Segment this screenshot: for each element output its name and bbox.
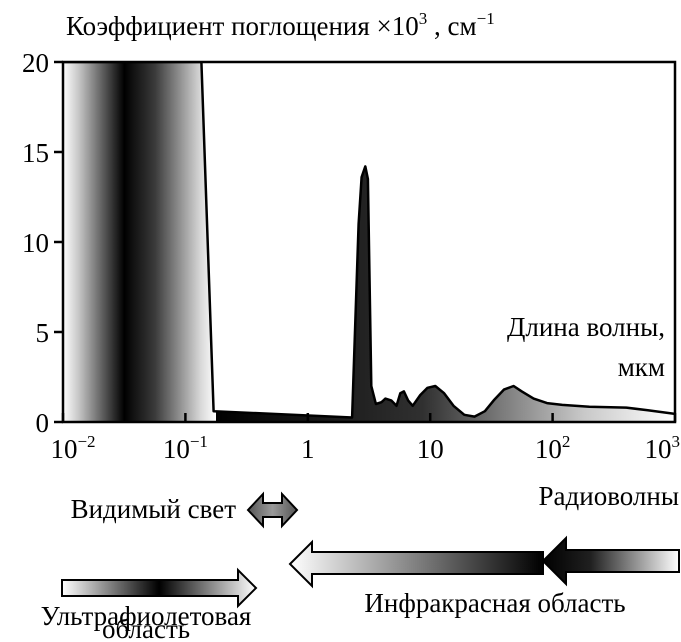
chart-title-unit-sup: −1 bbox=[477, 9, 495, 28]
x-tick-label: 102 bbox=[535, 432, 571, 464]
y-tick-label: 5 bbox=[36, 318, 50, 348]
radio-waves-label: Радиоволны bbox=[539, 481, 679, 511]
ultraviolet-label-line2: область bbox=[102, 614, 190, 642]
y-tick-label: 10 bbox=[22, 228, 49, 258]
x-tick-label: 10−2 bbox=[50, 432, 95, 464]
x-axis-label-line2: мкм bbox=[618, 352, 665, 382]
chart-title-unit: , см bbox=[427, 11, 476, 41]
x-tick-label: 10 bbox=[417, 434, 444, 464]
y-tick-label: 15 bbox=[22, 138, 49, 168]
absorption-curve bbox=[63, 62, 675, 419]
ir-region-fill bbox=[216, 62, 675, 422]
x-tick-label: 1 bbox=[301, 434, 315, 464]
x-tick-label: 10−1 bbox=[163, 432, 208, 464]
ultraviolet-arrow bbox=[61, 567, 258, 609]
axis-ticks: 0 5 10 15 20 10−2 10−1 1 10 102 103 bbox=[22, 48, 680, 464]
ultraviolet-label-line1: Ультрафиолетовая bbox=[41, 601, 252, 631]
visible-light-label: Видимый свет bbox=[71, 494, 237, 524]
visible-light-arrow bbox=[246, 491, 299, 529]
radio-waves-arrow bbox=[541, 535, 680, 587]
infrared-label: Инфракрасная область bbox=[364, 588, 625, 618]
x-tick-label: 103 bbox=[645, 432, 681, 464]
y-tick-label: 0 bbox=[36, 408, 50, 438]
chart-title-main: Коэффициент поглощения ×10 bbox=[66, 11, 419, 41]
x-axis-label-line1: Длина волны, bbox=[507, 312, 665, 342]
chart-title-sup: 3 bbox=[419, 9, 428, 28]
y-tick-label: 20 bbox=[22, 48, 49, 78]
chart-title: Коэффициент поглощения ×103 , см−1 bbox=[66, 9, 495, 41]
uv-region-fill bbox=[63, 62, 216, 422]
infrared-arrow bbox=[288, 539, 544, 589]
